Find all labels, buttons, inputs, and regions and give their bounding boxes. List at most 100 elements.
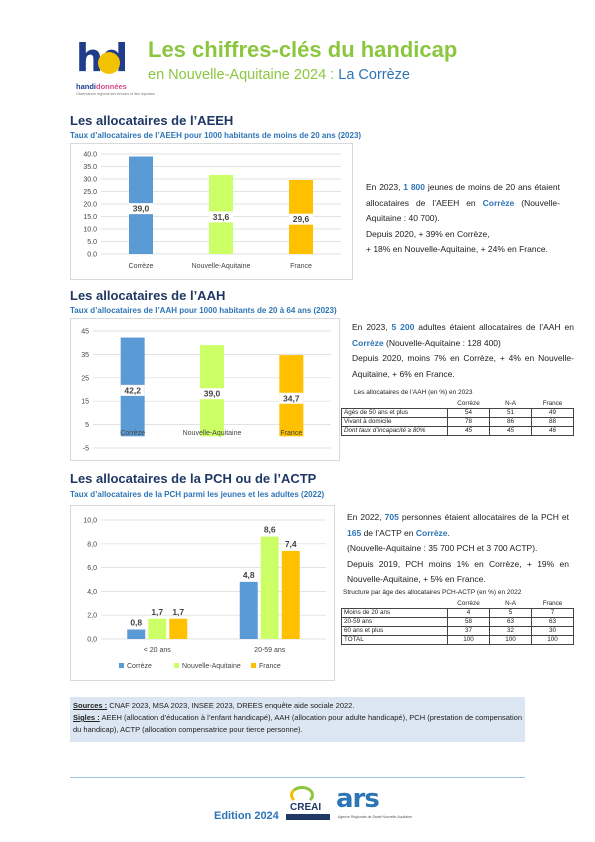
ars-logo: ars Agence Régionale de Santé Nouvelle-A… [336,784,412,826]
pch-table-col-header: N-A [489,599,532,609]
pch-text-p1c: de l’ACTP en [363,527,414,538]
table-cell: 45 [447,425,490,436]
pch-chart: 0,0 2,0 4,0 6,0 8,0 10,0 0,8 1,7 1,7 < 20 ans 4,8 8… [70,505,335,681]
y-tick-label: 0.0 [87,252,97,259]
aah-table-col-header: N-A [489,399,532,409]
y-tick-label: -5 [83,446,89,453]
sigles-line: Sigles : AEEH (allocation d’éducation à … [73,712,522,736]
aah-chart: -5 5 15 25 35 45 42,2 Corrèze 39,0 Nouvelle-Aquit… [70,318,340,461]
aah-table-col-header: France [531,399,574,409]
data-label: 7,4 [285,539,297,549]
y-tick-label: 25.0 [83,189,97,196]
data-label-bg [200,388,224,400]
pch-text-dept: Corrèze [415,527,448,538]
pch-text-p2: (Nouvelle-Aquitaine : 35 700 PCH et 3 70… [347,543,538,553]
aeeh-text-p3: + 18% en Nouvelle-Aquitaine, + 24% en Fr… [366,244,548,254]
aah-chart-caption: Taux d’allocataires de l’AAH pour 1000 h… [70,306,337,315]
y-tick-label: 0,0 [87,637,97,644]
sources-label: Sources : [73,701,108,710]
y-tick-label: 35.0 [83,164,97,171]
pch-chart-caption: Taux d’allocataires de la PCH parmi les … [70,490,325,499]
aeeh-bar-chart: 0.0 5.0 10.0 15.0 20.0 25.0 30.0 35.0 40.0 39,0 Co… [83,152,341,270]
aah-heading: Les allocataires de l’AAH [70,288,226,303]
category-label: Corrèze [129,263,154,270]
pch-table-corner [342,599,448,608]
table-cell: 37 [447,625,490,636]
table-cell: 32 [489,625,532,636]
y-tick-label: 8,0 [87,541,97,548]
footer-divider [70,777,525,778]
y-tick-label: 15 [81,399,89,406]
table-cell: 46 [531,425,574,436]
logo-brand-b: données [96,82,127,91]
creai-swirl-icon [290,786,314,804]
table-cell: 45 [489,425,532,436]
table-row: Moins de 20 ans 4 5 7 [341,607,574,618]
category-label: Nouvelle-Aquitaine [192,263,251,270]
table-row: Dont taux d’incapacité ≥ 80% 45 45 46 [341,425,574,436]
creai-logo: CREAI [286,786,330,826]
row-label: Dont taux d’incapacité ≥ 80% [341,425,448,436]
pch-table-header: Corrèze N-A France [342,599,574,609]
data-label: 1,7 [172,607,184,617]
table-row: Agés de 50 ans et plus 54 51 49 [341,407,574,418]
table-cell: 100 [531,634,574,645]
table-cell: 100 [447,634,490,645]
aah-text: En 2023, 5 200 adultes étaient allocatai… [352,320,574,382]
handidonnees-logo: hd handidonnées Observatoire régional de… [76,38,155,100]
table-cell: 7 [531,607,574,618]
aah-table: Corrèze N-A France Agés de 50 ans et plu… [341,399,574,436]
y-tick-label: 30.0 [83,177,97,184]
row-label: Moins de 20 ans [341,607,448,618]
logo-tagline: Observatoire régional des besoins et des… [76,92,155,96]
data-label: 8,6 [264,525,276,535]
table-row: Vivant à domicile 78 86 88 [341,416,574,427]
table-row: 20-59 ans 58 63 63 [341,616,574,627]
table-cell: 49 [531,407,574,418]
data-label: 4,8 [243,570,255,580]
pch-table-col-header: Corrèze [447,599,490,609]
table-cell: 100 [489,634,532,645]
data-label-bg [279,392,304,404]
y-tick-label: 25 [81,375,89,382]
aeeh-text-p1b: jeunes de moins de 20 ans étaient alloca… [366,182,560,208]
aah-table-col-header: Corrèze [447,399,490,409]
sources-box: Sources : CNAF 2023, MSA 2023, INSEE 202… [70,697,525,742]
row-label: Agés de 50 ans et plus [341,407,448,418]
bar [127,629,146,639]
aeeh-chart: 0.0 5.0 10.0 15.0 20.0 25.0 30.0 35.0 40.0 39,0 Co… [70,143,353,280]
page-title: Les chiffres-clés du handicap [148,37,458,62]
ars-wordmark: ars [336,784,380,814]
logo-brand: handidonnées [76,82,127,91]
aeeh-heading: Les allocataires de l’AEEH [70,113,234,128]
row-label: Vivant à domicile [341,416,448,427]
aeeh-text-p1a: En 2023, [366,182,401,192]
aeeh-text-p1c: (Nouvelle-Aquitaine : 40 700). [366,197,560,224]
category-label: France [290,263,312,270]
table-cell: 63 [531,616,574,627]
table-cell: 4 [447,607,490,618]
aah-text-count: 5 200 [391,322,415,332]
y-tick-label: 45 [81,329,89,336]
table-cell: 78 [447,416,490,427]
aah-text-p1c: (Nouvelle-Aquitaine : 128 400) [386,337,501,348]
aah-table-header: Corrèze N-A France [342,399,574,409]
aah-table-corner [342,399,448,408]
y-tick-label: 15.0 [83,214,97,221]
table-cell: 58 [447,616,490,627]
pch-table-caption: Structure par âge des allocataires PCH-A… [343,589,522,596]
y-tick-label: 2,0 [87,613,97,620]
aeeh-text: En 2023, 1 800 jeunes de moins de 20 ans… [366,180,560,258]
table-cell: 63 [489,616,532,627]
aeeh-text-dept: Corrèze [482,197,515,208]
data-label-bg [120,384,145,396]
sigles-label: Sigles : [73,713,100,722]
y-tick-label: 40.0 [83,152,97,159]
category-label: Nouvelle-Aquitaine [183,430,242,437]
pch-text-p1b: personnes étaient allocataires de la PCH… [401,512,569,522]
legend-entry: France [259,663,281,670]
table-cell: 86 [489,416,532,427]
creai-band [286,814,330,820]
bar [148,618,167,639]
table-row: TOTAL 100 100 100 [341,634,574,645]
